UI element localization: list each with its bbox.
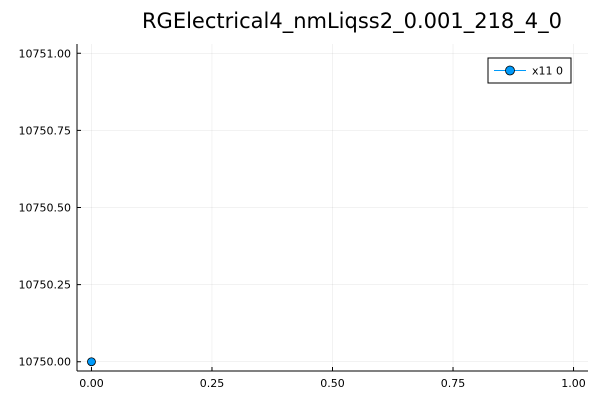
y-tick-label: 10750.00 — [19, 356, 72, 369]
x-tick-label: 0.25 — [200, 377, 225, 390]
legend-label: x11 0 — [532, 65, 563, 78]
x-tick-label: 1.00 — [561, 377, 586, 390]
x-tick-label: 0.00 — [79, 377, 104, 390]
series-layer — [87, 357, 96, 367]
y-tick-label: 10750.50 — [19, 202, 72, 215]
y-tick-label: 10750.25 — [19, 279, 72, 292]
x-tick-label: 0.50 — [320, 377, 345, 390]
y-tick-label: 10750.75 — [19, 124, 72, 137]
legend-marker — [505, 65, 515, 76]
data-point — [87, 357, 96, 367]
legend: x11 0 — [487, 57, 572, 84]
chart-title: RGElectrical4_nmLiqss2_0.001_218_4_0 — [142, 9, 562, 34]
x-axis-ticks: 0.00 0.25 0.50 0.75 1.00 — [79, 367, 586, 390]
x-tick-label: 0.75 — [441, 377, 466, 390]
y-tick-label: 10751.00 — [19, 47, 72, 60]
y-axis-ticks: 10750.00 10750.25 10750.50 10750.75 10751.00 — [19, 47, 81, 369]
grid — [77, 44, 588, 371]
